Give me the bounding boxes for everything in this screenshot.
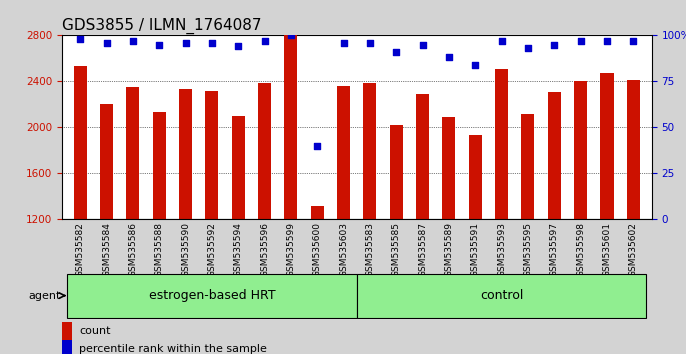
- Text: GSM535594: GSM535594: [234, 222, 243, 277]
- Bar: [627, 80, 640, 219]
- Bar: [62, 322, 72, 340]
- Bar: [311, 206, 324, 219]
- Point: [154, 42, 165, 47]
- FancyBboxPatch shape: [67, 274, 357, 318]
- Point: [180, 40, 191, 46]
- Bar: [337, 86, 350, 219]
- Bar: [521, 114, 534, 219]
- Point: [549, 42, 560, 47]
- Point: [391, 49, 402, 55]
- FancyBboxPatch shape: [357, 274, 646, 318]
- Point: [338, 40, 349, 46]
- Bar: [469, 136, 482, 219]
- Point: [206, 40, 217, 46]
- Bar: [547, 92, 561, 219]
- Point: [602, 38, 613, 44]
- Bar: [364, 82, 377, 219]
- Point: [75, 36, 86, 42]
- Text: percentile rank within the sample: percentile rank within the sample: [80, 344, 268, 354]
- Bar: [126, 87, 139, 219]
- Bar: [284, 35, 298, 219]
- Point: [443, 55, 454, 60]
- Point: [233, 44, 244, 49]
- Bar: [205, 91, 218, 219]
- Text: GSM535597: GSM535597: [549, 222, 559, 277]
- Bar: [100, 104, 113, 219]
- Text: GSM535592: GSM535592: [207, 222, 216, 277]
- Bar: [62, 340, 72, 354]
- Point: [259, 38, 270, 44]
- Point: [285, 33, 296, 38]
- Text: GSM535602: GSM535602: [629, 222, 638, 277]
- Bar: [442, 117, 456, 219]
- Text: GSM535587: GSM535587: [418, 222, 427, 277]
- Text: GSM535601: GSM535601: [602, 222, 611, 277]
- Bar: [574, 81, 587, 219]
- Bar: [416, 94, 429, 219]
- Text: GSM535593: GSM535593: [497, 222, 506, 277]
- Point: [364, 40, 375, 46]
- Bar: [179, 90, 192, 219]
- Bar: [152, 113, 166, 219]
- Bar: [258, 82, 271, 219]
- Bar: [73, 67, 86, 219]
- Bar: [600, 73, 613, 219]
- Point: [101, 40, 112, 46]
- Point: [628, 38, 639, 44]
- Point: [470, 62, 481, 68]
- Text: GSM535585: GSM535585: [392, 222, 401, 277]
- Text: GSM535590: GSM535590: [181, 222, 190, 277]
- Text: GSM535603: GSM535603: [339, 222, 348, 277]
- Point: [496, 38, 507, 44]
- Text: GSM535599: GSM535599: [286, 222, 296, 277]
- Text: estrogen-based HRT: estrogen-based HRT: [149, 289, 275, 302]
- Text: GDS3855 / ILMN_1764087: GDS3855 / ILMN_1764087: [62, 18, 261, 34]
- Point: [523, 45, 534, 51]
- Text: GSM535583: GSM535583: [366, 222, 375, 277]
- Text: GSM535595: GSM535595: [523, 222, 532, 277]
- Point: [311, 143, 322, 149]
- Bar: [390, 125, 403, 219]
- Text: control: control: [480, 289, 523, 302]
- Text: GSM535596: GSM535596: [260, 222, 269, 277]
- Bar: [495, 69, 508, 219]
- Text: count: count: [80, 326, 111, 336]
- Text: agent: agent: [28, 291, 60, 301]
- Text: GSM535589: GSM535589: [445, 222, 453, 277]
- Point: [417, 42, 428, 47]
- Bar: [232, 116, 245, 219]
- Text: GSM535586: GSM535586: [128, 222, 137, 277]
- Text: GSM535598: GSM535598: [576, 222, 585, 277]
- Text: GSM535582: GSM535582: [75, 222, 84, 277]
- Text: GSM535588: GSM535588: [154, 222, 164, 277]
- Text: GSM535591: GSM535591: [471, 222, 480, 277]
- Point: [575, 38, 586, 44]
- Text: GSM535600: GSM535600: [313, 222, 322, 277]
- Text: GSM535584: GSM535584: [102, 222, 111, 277]
- Point: [128, 38, 139, 44]
